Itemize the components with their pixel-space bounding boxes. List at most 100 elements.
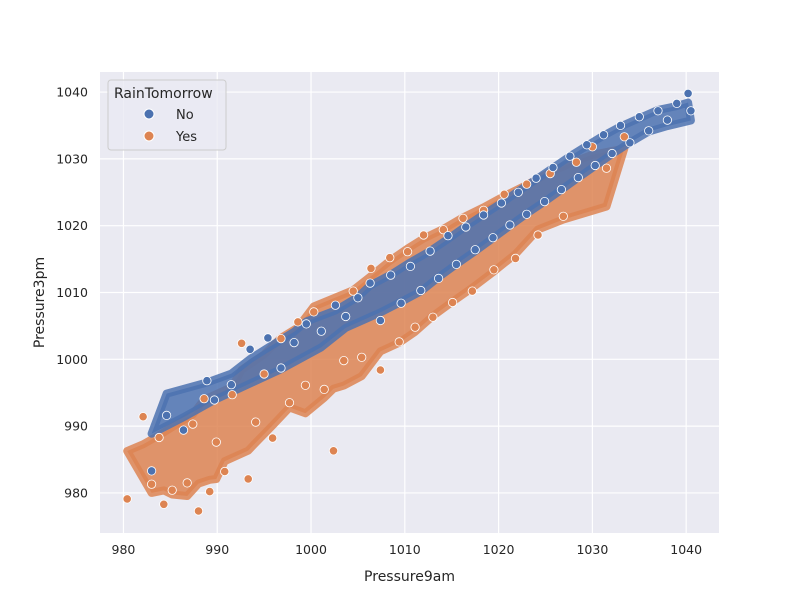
- yes-point: [122, 494, 132, 504]
- yes-point: [467, 286, 477, 296]
- yes-point: [522, 179, 532, 189]
- no-point: [443, 231, 453, 241]
- x-tick-label: 1000: [295, 542, 327, 557]
- no-point: [425, 246, 435, 256]
- no-point: [405, 261, 415, 271]
- yes-point: [375, 365, 385, 375]
- no-point: [470, 245, 480, 255]
- yes-point: [199, 394, 209, 404]
- no-point: [644, 126, 654, 136]
- yes-point: [276, 333, 286, 344]
- no-point: [598, 130, 609, 140]
- no-point: [565, 151, 575, 161]
- yes-point: [558, 211, 568, 221]
- yes-point: [300, 380, 310, 390]
- yes-point: [348, 286, 358, 296]
- x-tick-label: 1020: [483, 542, 515, 557]
- no-point: [263, 333, 273, 343]
- yes-point: [220, 466, 230, 477]
- yes-point: [167, 485, 177, 495]
- yes-point: [211, 437, 221, 447]
- x-tick-label: 1040: [670, 542, 702, 557]
- yes-point: [366, 263, 376, 273]
- no-point: [375, 315, 385, 326]
- yes-point: [251, 417, 261, 427]
- yes-point: [284, 398, 295, 408]
- yes-point: [205, 486, 215, 497]
- x-tick-label: 1010: [389, 542, 421, 557]
- yes-point: [237, 338, 247, 348]
- yes-point: [339, 355, 349, 366]
- data-points: [122, 88, 696, 516]
- yes-point: [243, 474, 253, 484]
- no-point: [178, 425, 189, 435]
- no-point: [276, 363, 286, 373]
- x-tick-label: 1030: [576, 542, 608, 557]
- yes-point: [309, 307, 319, 317]
- yes-point: [293, 317, 303, 327]
- tick-labels: 980 990 1000 1010 1020 1030 1040 980 990 1000 1010…: [56, 85, 702, 557]
- yes-point: [328, 446, 339, 456]
- yes-point: [182, 478, 192, 488]
- yes-point: [510, 253, 521, 263]
- yes-point: [619, 132, 629, 142]
- legend-box: [107, 79, 227, 151]
- yes-point: [154, 432, 164, 443]
- no-point: [396, 298, 406, 308]
- no-point: [556, 185, 567, 195]
- no-point: [488, 233, 498, 243]
- no-point: [365, 278, 375, 288]
- no-point: [615, 120, 626, 131]
- no-point: [245, 344, 255, 354]
- yes-point: [447, 297, 458, 308]
- yes-point: [193, 506, 204, 516]
- no-point: [496, 198, 506, 208]
- y-tick-label: 1010: [56, 285, 88, 300]
- no-point: [202, 376, 212, 386]
- no-point: [386, 270, 396, 280]
- no-point: [301, 319, 311, 329]
- no-point: [505, 220, 515, 230]
- yes-point: [428, 312, 438, 322]
- no-point: [634, 112, 644, 122]
- legend: RainTomorrow No Yes: [107, 79, 227, 151]
- x-tick-label: 990: [205, 542, 229, 557]
- x-tick-label: 980: [112, 542, 136, 557]
- no-point: [353, 293, 363, 303]
- yes-point: [533, 230, 543, 240]
- yes-point: [438, 225, 448, 235]
- no-point: [653, 106, 663, 116]
- no-point: [531, 173, 541, 183]
- y-axis-label: Pressure3pm: [32, 257, 48, 348]
- yes-point: [385, 253, 395, 263]
- no-point: [683, 88, 693, 99]
- yes-point: [410, 322, 420, 332]
- no-point: [590, 160, 600, 171]
- yes-point: [394, 337, 404, 347]
- yes-point: [418, 230, 429, 240]
- no-point: [513, 187, 523, 197]
- y-tick-label: 980: [64, 485, 88, 500]
- y-tick-label: 1020: [56, 218, 88, 233]
- legend-label-no: No: [176, 108, 194, 123]
- no-point: [147, 466, 157, 476]
- no-point: [289, 337, 299, 348]
- yes-point: [319, 384, 329, 394]
- yes-point: [402, 247, 413, 257]
- no-point: [461, 222, 471, 232]
- legend-label-yes: Yes: [175, 130, 197, 145]
- no-point: [573, 173, 583, 183]
- no-point: [341, 311, 351, 322]
- yes-point: [357, 352, 367, 362]
- no-point: [672, 98, 682, 109]
- yes-point: [489, 265, 499, 275]
- yes-point: [267, 433, 278, 443]
- no-point: [607, 148, 617, 159]
- legend-title: RainTomorrow: [114, 86, 213, 102]
- yes-point: [227, 390, 237, 400]
- no-point: [686, 106, 696, 116]
- no-point: [582, 140, 592, 150]
- no-point: [451, 259, 461, 269]
